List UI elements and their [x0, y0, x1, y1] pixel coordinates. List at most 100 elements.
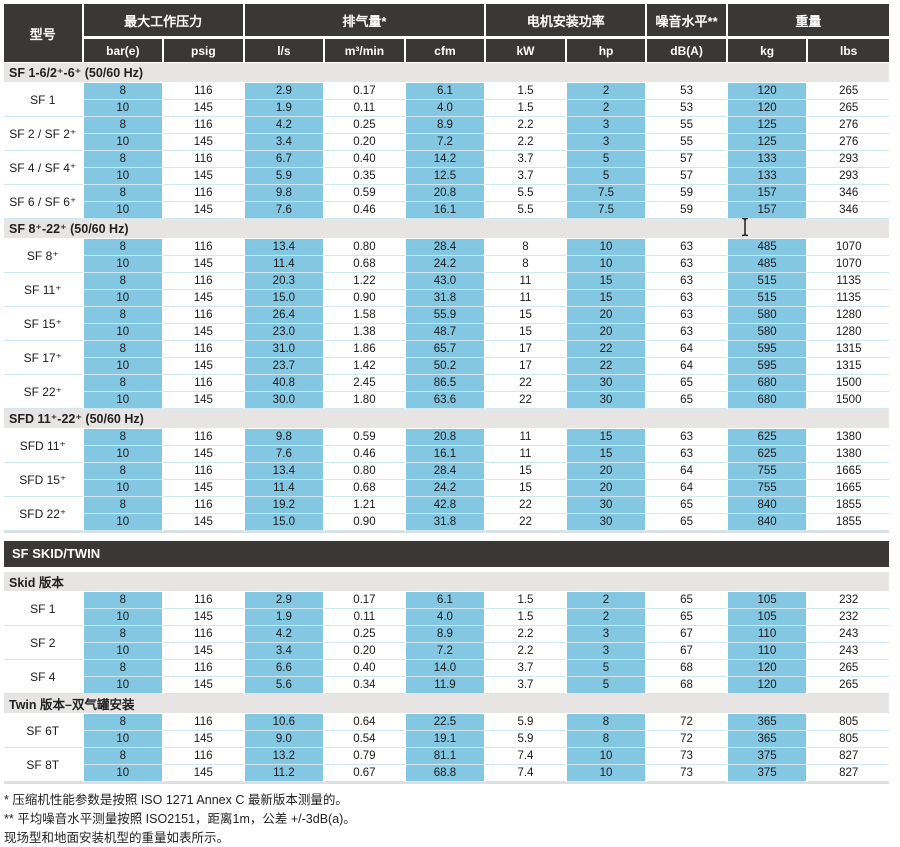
value-cell: 3 [566, 134, 648, 151]
value-cell: 375 [727, 748, 809, 765]
value-cell: 515 [727, 290, 809, 307]
value-cell: 0.64 [325, 714, 406, 731]
value-cell: 116 [164, 463, 245, 480]
value-cell: 4.0 [405, 609, 487, 626]
value-cell: 13.2 [244, 748, 326, 765]
value-cell: 24.2 [405, 256, 487, 273]
value-cell: 63 [647, 273, 728, 290]
main-spec-table: 型号 最大工作压力 排气量* 电机安装功率 噪音水平** 重量 bar(e) psig l/s m… [4, 4, 889, 531]
value-cell: 3 [566, 117, 648, 134]
model-name: SF 2 / SF 2⁺ [4, 117, 84, 151]
value-cell: 0.68 [325, 256, 406, 273]
value-cell: 265 [808, 83, 889, 100]
value-cell: 8 [83, 117, 165, 134]
value-cell: 0.25 [325, 626, 406, 643]
value-cell: 28.4 [405, 463, 487, 480]
data-row: SFD 15⁺ 8 116 13.4 0.80 28.4 15 20 64 755 1665 [4, 463, 889, 497]
value-cell: 10 [83, 446, 165, 463]
section-header-row: SF 1-6/2⁺-6⁺ (50/60 Hz) [4, 63, 889, 83]
data-row: 10 145 23.7 1.42 50.2 17 22 64 595 1315 [4, 358, 889, 375]
value-cell: 0.46 [325, 446, 406, 463]
value-cell: 15.0 [244, 290, 326, 307]
section-title: SFD 11⁺-22⁺ (50/60 Hz) [4, 409, 889, 429]
data-row: 10 145 7.6 0.46 16.1 5.5 7.5 59 157 346 [4, 202, 889, 219]
value-cell: 26.4 [244, 307, 326, 324]
data-row: SF 22⁺ 8 116 40.8 2.45 86.5 22 30 65 680 1500 [4, 375, 889, 409]
value-cell: 7.4 [486, 748, 567, 765]
value-cell: 580 [727, 307, 809, 324]
value-cell: 1.9 [244, 609, 326, 626]
data-row: 10 145 9.0 0.54 19.1 5.9 8 72 365 805 [4, 731, 889, 748]
value-cell: 120 [727, 83, 809, 100]
value-cell: 72 [647, 714, 728, 731]
value-cell: 11 [486, 429, 567, 446]
data-row: SF 6T 8 116 10.6 0.64 22.5 5.9 8 72 365 805 [4, 714, 889, 748]
value-cell: 5.5 [486, 202, 567, 219]
section-title: SF 8⁺-22⁺ (50/60 Hz) [4, 219, 889, 239]
value-cell: 145 [164, 256, 245, 273]
value-cell: 64 [647, 463, 728, 480]
value-cell: 1070 [808, 239, 889, 256]
data-row: 10 145 5.6 0.34 11.9 3.7 5 68 120 265 [4, 677, 889, 694]
value-cell: 8 [83, 714, 165, 731]
value-cell: 0.34 [325, 677, 406, 694]
value-cell: 120 [727, 677, 809, 694]
value-cell: 68 [647, 677, 728, 694]
model-name: SFD 11⁺ [4, 429, 84, 463]
value-cell: 15 [486, 480, 567, 497]
value-cell: 14.2 [405, 151, 487, 168]
value-cell: 145 [164, 514, 245, 531]
value-cell: 40.8 [244, 375, 326, 392]
value-cell: 20 [566, 324, 648, 341]
value-cell: 73 [647, 765, 728, 782]
value-cell: 7.6 [244, 446, 326, 463]
value-cell: 3.7 [486, 168, 567, 185]
value-cell: 10.6 [244, 714, 326, 731]
value-cell: 67 [647, 626, 728, 643]
section-header-row: SF 8⁺-22⁺ (50/60 Hz) [4, 219, 889, 239]
value-cell: 63 [647, 429, 728, 446]
value-cell: 11 [486, 446, 567, 463]
value-cell: 3 [566, 643, 648, 660]
value-cell: 365 [727, 714, 809, 731]
value-cell: 0.46 [325, 202, 406, 219]
unit-header: kg [727, 39, 809, 63]
value-cell: 65.7 [405, 341, 487, 358]
data-row: SFD 22⁺ 8 116 19.2 1.21 42.8 22 30 65 840 1855 [4, 497, 889, 531]
value-cell: 755 [727, 480, 809, 497]
value-cell: 1.5 [486, 100, 567, 117]
value-cell: 1135 [808, 290, 889, 307]
value-cell: 145 [164, 134, 245, 151]
data-row: 10 145 1.9 0.11 4.0 1.5 2 65 105 232 [4, 609, 889, 626]
value-cell: 7.5 [566, 185, 648, 202]
value-cell: 805 [808, 714, 889, 731]
value-cell: 7.2 [405, 643, 487, 660]
value-cell: 20 [566, 480, 648, 497]
column-group-header: 噪音水平** [647, 4, 728, 39]
column-group-header: 重量 [727, 4, 889, 39]
value-cell: 8 [83, 341, 165, 358]
value-cell: 15 [486, 307, 567, 324]
model-name: SF 1 [4, 592, 84, 626]
footnote-line: 现场型和地面安装机型的重量如表所示。 [4, 830, 230, 845]
value-cell: 30 [566, 514, 648, 531]
value-cell: 0.79 [325, 748, 406, 765]
section-header-row: Twin 版本–双气罐安装 [4, 694, 889, 714]
value-cell: 11.2 [244, 765, 326, 782]
value-cell: 8 [83, 273, 165, 290]
value-cell: 10 [83, 324, 165, 341]
value-cell: 125 [727, 117, 809, 134]
value-cell: 0.20 [325, 643, 406, 660]
model-name: SF 8T [4, 748, 84, 782]
unit-header: lbs [808, 39, 889, 63]
model-name: SF 22⁺ [4, 375, 84, 409]
value-cell: 10 [83, 765, 165, 782]
value-cell: 0.80 [325, 463, 406, 480]
value-cell: 105 [727, 592, 809, 609]
value-cell: 11.4 [244, 480, 326, 497]
value-cell: 4.2 [244, 626, 326, 643]
value-cell: 293 [808, 151, 889, 168]
table-body: SF 1-6/2⁺-6⁺ (50/60 Hz) SF 1 8 116 2.9 0.17 6.… [4, 63, 889, 531]
model-name: SF 8⁺ [4, 239, 84, 273]
value-cell: 10 [83, 609, 165, 626]
